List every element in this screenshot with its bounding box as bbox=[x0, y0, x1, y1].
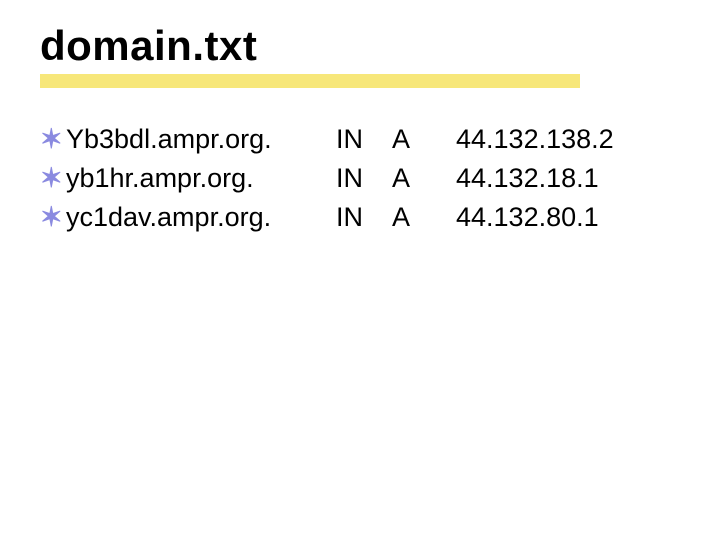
record-row: ✶Yb3bdl.ampr.org.INA44.132.138.2 bbox=[40, 120, 614, 159]
record-type: A bbox=[392, 198, 456, 237]
record-ip: 44.132.138.2 bbox=[456, 120, 614, 159]
record-type: A bbox=[392, 159, 456, 198]
record-class: IN bbox=[336, 159, 392, 198]
record-ip: 44.132.80.1 bbox=[456, 198, 599, 237]
slide: domain.txt ✶Yb3bdl.ampr.org.INA44.132.13… bbox=[0, 0, 720, 540]
record-domain: yb1hr.ampr.org. bbox=[66, 159, 336, 198]
record-list: ✶Yb3bdl.ampr.org.INA44.132.138.2✶yb1hr.a… bbox=[40, 120, 614, 237]
title-block: domain.txt bbox=[40, 22, 257, 70]
record-type: A bbox=[392, 120, 456, 159]
bullet-icon: ✶ bbox=[40, 120, 60, 159]
page-title: domain.txt bbox=[40, 22, 257, 70]
record-row: ✶yb1hr.ampr.org.INA44.132.18.1 bbox=[40, 159, 614, 198]
bullet-icon: ✶ bbox=[40, 198, 60, 237]
record-ip: 44.132.18.1 bbox=[456, 159, 599, 198]
record-row: ✶yc1dav.ampr.org.INA44.132.80.1 bbox=[40, 198, 614, 237]
record-class: IN bbox=[336, 198, 392, 237]
title-underline bbox=[40, 74, 580, 88]
record-domain: yc1dav.ampr.org. bbox=[66, 198, 336, 237]
record-domain: Yb3bdl.ampr.org. bbox=[66, 120, 336, 159]
record-class: IN bbox=[336, 120, 392, 159]
bullet-icon: ✶ bbox=[40, 159, 60, 198]
